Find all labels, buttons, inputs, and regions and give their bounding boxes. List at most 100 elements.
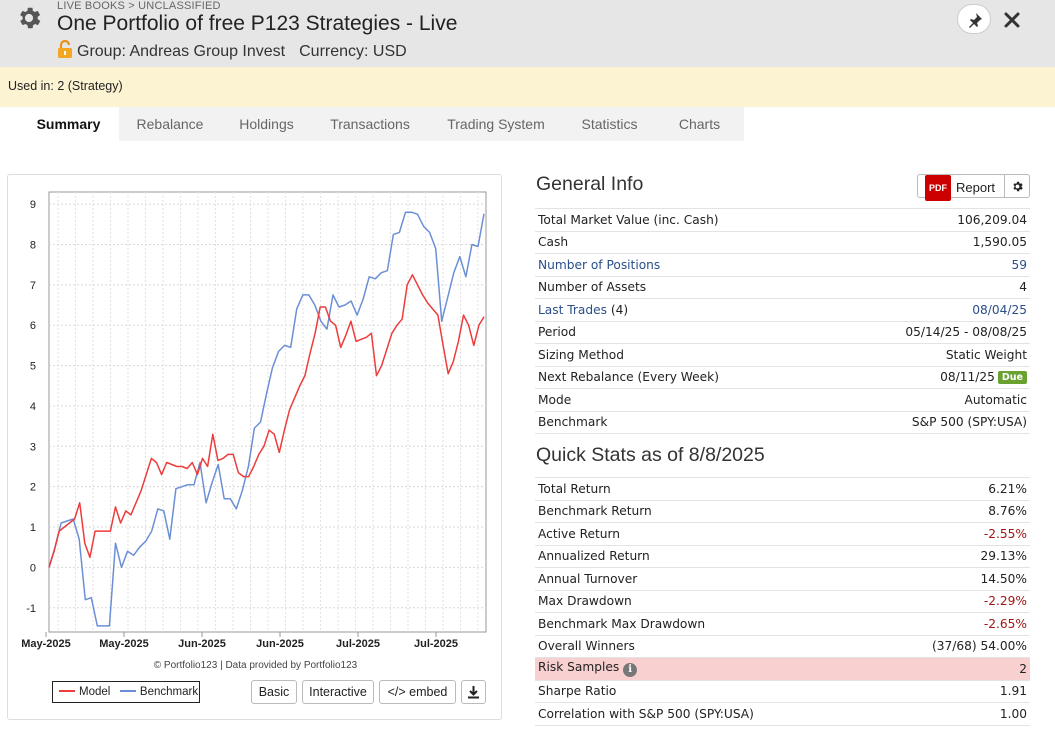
y-tick-label: -1 <box>26 603 36 615</box>
quick-stats-title: Quick Stats as of 8/8/2025 <box>536 444 765 466</box>
table-row: Benchmark Return 8.76% <box>535 499 1030 523</box>
table-row: Cash 1,590.05 <box>535 230 1030 254</box>
quick-stats-table: Total Return 6.21% Benchmark Return 8.76% … <box>535 477 1030 726</box>
row-label: Total Market Value (inc. Cash) <box>535 208 830 231</box>
header-bar: LIVE BOOKS > UNCLASSIFIED One Portfolio … <box>0 0 1055 67</box>
last-trades-link[interactable]: Last Trades <box>538 302 607 317</box>
row-label: Sizing Method <box>535 343 830 366</box>
row-value: -2.65% <box>875 612 1030 635</box>
y-tick-label: 3 <box>30 441 36 453</box>
table-row: Annual Turnover 14.50% <box>535 567 1030 590</box>
row-value: 6.21% <box>875 477 1030 500</box>
row-label: Overall Winners <box>535 634 876 658</box>
row-value: 1.00 <box>875 702 1030 726</box>
table-row: Number of Positions 59 <box>535 253 1030 276</box>
used-in-banner: Used in: 2 (Strategy) <box>0 67 1055 107</box>
chart-legend: Model Benchmark <box>52 681 200 703</box>
table-row: Period 05/14/25 - 08/08/25 <box>535 320 1030 344</box>
table-row: Benchmark S&P 500 (SPY:USA) <box>535 410 1030 434</box>
pdf-icon: PDF <box>925 175 951 201</box>
table-row: Total Market Value (inc. Cash) 106,209.04 <box>535 208 1030 231</box>
gear-icon <box>1013 181 1023 192</box>
positions-count-link[interactable]: 59 <box>1011 257 1027 272</box>
tab-summary[interactable]: Summary <box>18 107 119 141</box>
table-row: Next Rebalance (Every Week) 08/11/25 Due <box>535 365 1030 389</box>
row-label: Max Drawdown <box>535 589 876 613</box>
interactive-chart-button[interactable]: Interactive <box>302 680 374 704</box>
tab-charts[interactable]: Charts <box>655 107 744 141</box>
row-value: Automatic <box>829 388 1030 411</box>
row-label: Benchmark Return <box>535 499 876 523</box>
last-trades-count: (4) <box>610 302 629 317</box>
tab-trading-system[interactable]: Trading System <box>428 107 564 141</box>
row-value: (37/68) 54.00% <box>875 634 1030 658</box>
download-chart-button[interactable] <box>461 680 486 704</box>
basic-chart-button[interactable]: Basic <box>251 680 297 704</box>
series-line-model[interactable] <box>48 274 485 568</box>
pin-button[interactable] <box>957 4 991 34</box>
row-label: Number of Assets <box>535 275 830 299</box>
table-row: Active Return -2.55% <box>535 522 1030 545</box>
row-value: -2.55% <box>875 522 1030 545</box>
row-value: 05/14/25 - 08/08/25 <box>829 320 1030 344</box>
last-trades-date-link[interactable]: 08/04/25 <box>972 302 1027 317</box>
table-row: Sharpe Ratio 1.91 <box>535 679 1030 703</box>
report-label: Report <box>956 180 996 195</box>
row-label: Cash <box>535 230 830 254</box>
row-value: 106,209.04 <box>829 208 1030 231</box>
row-label: Correlation with S&P 500 (SPY:USA) <box>535 702 876 726</box>
table-row: Sizing Method Static Weight <box>535 343 1030 366</box>
y-tick-label: 0 <box>30 562 36 574</box>
x-tick-label: May-2025 <box>99 638 149 650</box>
chart-credit: © Portfolio123 | Data provided by Portfo… <box>153 660 358 671</box>
table-row: Annualized Return 29.13% <box>535 544 1030 568</box>
y-tick-label: 8 <box>30 239 36 251</box>
series-line-benchmark[interactable] <box>48 211 485 627</box>
breadcrumb[interactable]: LIVE BOOKS > UNCLASSIFIED <box>57 0 221 12</box>
row-label: Sharpe Ratio <box>535 679 876 703</box>
x-tick-label: Jul-2025 <box>414 638 458 650</box>
due-badge: Due <box>997 371 1027 385</box>
pdf-report-button[interactable]: PDF Report <box>917 174 1005 201</box>
group-label: Group: Andreas Group Invest <box>77 43 286 60</box>
row-label: Benchmark <box>535 410 830 434</box>
unlocked-padlock-icon[interactable] <box>57 40 73 58</box>
embed-chart-button[interactable]: </> embed <box>379 680 456 704</box>
y-tick-label: 9 <box>30 199 36 211</box>
tab-holdings[interactable]: Holdings <box>221 107 312 141</box>
x-tick-label: Jul-2025 <box>336 638 380 650</box>
row-value: Static Weight <box>829 343 1030 366</box>
y-tick-label: 7 <box>30 280 36 292</box>
tab-statistics[interactable]: Statistics <box>564 107 655 141</box>
download-icon <box>468 686 479 699</box>
tab-transactions[interactable]: Transactions <box>312 107 428 141</box>
row-value: -2.29% <box>875 589 1030 613</box>
general-info-title: General Info <box>536 173 644 195</box>
tab-bar: Summary Rebalance Holdings Transactions … <box>18 107 1055 141</box>
table-row: Overall Winners (37/68) 54.00% <box>535 634 1030 658</box>
performance-line-chart[interactable]: -1 0 1 2 3 4 5 6 7 8 9 May-2025 May-2025 Jun-2025 Jun-… <box>8 175 503 655</box>
next-rebalance-date: 08/11/25 <box>940 370 995 385</box>
report-settings-button[interactable] <box>1004 174 1030 198</box>
row-label: Annualized Return <box>535 544 876 568</box>
y-tick-label: 1 <box>30 522 36 534</box>
close-icon[interactable] <box>1002 10 1022 30</box>
row-label: Active Return <box>535 522 876 545</box>
tab-rebalance[interactable]: Rebalance <box>119 107 221 141</box>
table-row: Correlation with S&P 500 (SPY:USA) 1.00 <box>535 702 1030 726</box>
row-label: Mode <box>535 388 830 411</box>
legend-item-benchmark[interactable]: Benchmark <box>119 686 198 698</box>
legend-item-model[interactable]: Model <box>59 686 110 698</box>
row-value: 1,590.05 <box>829 230 1030 254</box>
info-icon[interactable]: i <box>623 663 638 678</box>
number-of-positions-link[interactable]: Number of Positions <box>538 257 661 272</box>
row-label: Next Rebalance (Every Week) <box>535 365 830 389</box>
x-tick-label: May-2025 <box>21 638 71 650</box>
group-currency-line: Group: Andreas Group Invest Currency: USD <box>57 40 407 61</box>
y-tick-label: 2 <box>30 482 36 494</box>
gear-icon[interactable] <box>15 4 43 32</box>
table-row: Number of Assets 4 <box>535 275 1030 299</box>
row-label: Annual Turnover <box>535 567 876 590</box>
row-value: 14.50% <box>875 567 1030 590</box>
table-row: Benchmark Max Drawdown -2.65% <box>535 612 1030 635</box>
